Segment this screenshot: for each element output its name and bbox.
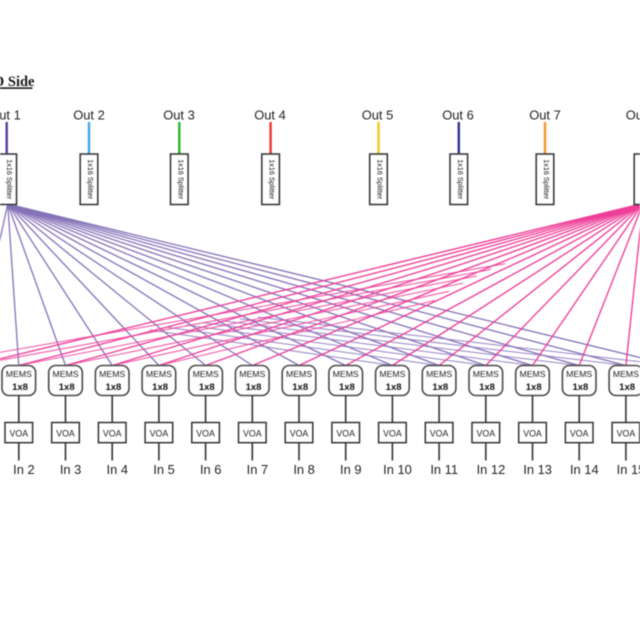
- svg-text:In 8: In 8: [293, 462, 315, 477]
- svg-text:1x8: 1x8: [619, 382, 635, 393]
- svg-text:1x8: 1x8: [59, 382, 75, 393]
- svg-text:Out 5: Out 5: [362, 108, 394, 123]
- svg-text:MEMS: MEMS: [6, 369, 32, 379]
- svg-text:In 3: In 3: [60, 462, 82, 477]
- svg-text:1x8: 1x8: [432, 382, 448, 393]
- svg-text:VOA: VOA: [150, 428, 169, 438]
- svg-text:VOA: VOA: [430, 428, 449, 438]
- svg-text:In 7: In 7: [247, 462, 269, 477]
- svg-text:1x16 Splitter: 1x16 Splitter: [86, 159, 95, 200]
- svg-text:VOA: VOA: [290, 428, 309, 438]
- svg-text:In 5: In 5: [153, 462, 175, 477]
- svg-text:OD Side: OD Side: [0, 74, 35, 90]
- svg-text:In 13: In 13: [523, 462, 552, 477]
- svg-text:MEMS: MEMS: [426, 369, 452, 379]
- svg-text:In 9: In 9: [340, 462, 362, 477]
- svg-text:MEMS: MEMS: [52, 369, 78, 379]
- svg-text:In 10: In 10: [383, 462, 412, 477]
- svg-text:1x8: 1x8: [12, 382, 28, 393]
- svg-text:Out 3: Out 3: [163, 108, 195, 123]
- svg-text:Out 1: Out 1: [0, 108, 21, 123]
- svg-text:MEMS: MEMS: [99, 369, 125, 379]
- svg-text:VOA: VOA: [617, 428, 636, 438]
- svg-text:1x8: 1x8: [386, 382, 402, 393]
- svg-text:VOA: VOA: [56, 428, 75, 438]
- svg-text:MEMS: MEMS: [566, 369, 592, 379]
- svg-text:1x8: 1x8: [339, 382, 355, 393]
- svg-text:VOA: VOA: [523, 428, 542, 438]
- svg-text:MEMS: MEMS: [613, 369, 639, 379]
- svg-text:1x16 Splitter: 1x16 Splitter: [456, 159, 465, 200]
- svg-text:In 2: In 2: [13, 462, 35, 477]
- svg-text:1x8: 1x8: [479, 382, 495, 393]
- svg-text:VOA: VOA: [243, 428, 262, 438]
- svg-text:MEMS: MEMS: [193, 369, 219, 379]
- svg-text:MEMS: MEMS: [286, 369, 312, 379]
- svg-text:MEMS: MEMS: [333, 369, 359, 379]
- svg-text:1x8: 1x8: [572, 382, 588, 393]
- svg-text:In 6: In 6: [200, 462, 222, 477]
- svg-text:MEMS: MEMS: [239, 369, 265, 379]
- svg-text:VOA: VOA: [570, 428, 589, 438]
- svg-text:1x16 Splitter: 1x16 Splitter: [542, 159, 551, 200]
- svg-text:1x8: 1x8: [526, 382, 542, 393]
- svg-text:1x8: 1x8: [246, 382, 262, 393]
- svg-text:1x16 Splitter: 1x16 Splitter: [376, 159, 385, 200]
- svg-text:1x16 Splitter: 1x16 Splitter: [5, 159, 14, 200]
- svg-text:Out 6: Out 6: [442, 108, 474, 123]
- svg-text:Out 4: Out 4: [254, 108, 286, 123]
- svg-text:1x8: 1x8: [152, 382, 168, 393]
- svg-text:In 4: In 4: [107, 462, 129, 477]
- svg-text:VOA: VOA: [383, 428, 402, 438]
- svg-text:MEMS: MEMS: [146, 369, 172, 379]
- svg-text:VOA: VOA: [196, 428, 215, 438]
- svg-text:In 14: In 14: [570, 462, 599, 477]
- svg-text:MEMS: MEMS: [379, 369, 405, 379]
- svg-text:In 11: In 11: [430, 462, 458, 477]
- svg-text:VOA: VOA: [10, 428, 29, 438]
- svg-text:Out 8: Out 8: [626, 108, 640, 123]
- svg-text:In 15: In 15: [617, 462, 640, 477]
- svg-text:1x16 Splitter: 1x16 Splitter: [268, 159, 277, 200]
- svg-text:In 12: In 12: [477, 462, 506, 477]
- svg-text:MEMS: MEMS: [519, 369, 545, 379]
- svg-text:VOA: VOA: [477, 428, 496, 438]
- svg-text:1x16 Splitter: 1x16 Splitter: [176, 159, 185, 200]
- svg-text:1x8: 1x8: [105, 382, 121, 393]
- svg-text:Out 7: Out 7: [529, 108, 561, 123]
- svg-text:Out 2: Out 2: [73, 108, 105, 123]
- svg-text:1x8: 1x8: [199, 382, 215, 393]
- svg-text:VOA: VOA: [336, 428, 355, 438]
- svg-text:MEMS: MEMS: [473, 369, 499, 379]
- svg-text:VOA: VOA: [103, 428, 122, 438]
- svg-text:1x8: 1x8: [292, 382, 308, 393]
